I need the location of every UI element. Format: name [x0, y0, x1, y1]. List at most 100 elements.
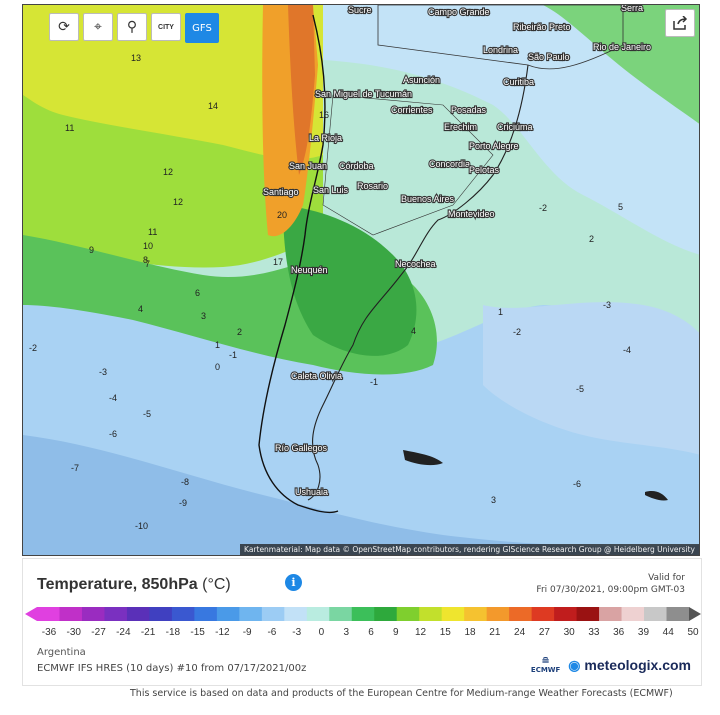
- model-switch-button[interactable]: GFS: [185, 13, 219, 43]
- scale-swatch: [37, 607, 60, 621]
- contour-value: 11: [148, 227, 157, 237]
- contour-value: 2: [589, 234, 594, 244]
- scale-tick: -3: [292, 627, 302, 638]
- contour-value: 16: [319, 110, 329, 120]
- scale-tick: -21: [140, 627, 156, 638]
- globe-icon: ◉: [568, 657, 581, 673]
- contour-value: -9: [179, 498, 187, 508]
- contour-value: 5: [618, 202, 623, 212]
- scale-swatch: [261, 607, 285, 621]
- contour-value: 7: [145, 259, 150, 269]
- city-label[interactable]: Necochea: [394, 258, 437, 270]
- scale-swatch: [284, 607, 308, 621]
- scale-swatch: [149, 607, 173, 621]
- scale-tick: 6: [368, 627, 374, 638]
- scale-swatch: [396, 607, 420, 621]
- city-label[interactable]: Río Gallegos: [274, 442, 329, 454]
- scale-arrow-right: [689, 607, 701, 621]
- city-label[interactable]: Ribeirão Preto: [512, 21, 572, 33]
- brand-text: meteologix.com: [584, 657, 691, 673]
- contour-value: 12: [163, 167, 173, 177]
- atlantic-coast: [307, 64, 529, 501]
- city-label[interactable]: Montevideo: [447, 208, 496, 220]
- city-label[interactable]: San Luis: [312, 184, 350, 196]
- city-label[interactable]: Caleta Olivia: [290, 370, 343, 382]
- city-label[interactable]: Sucre: [347, 5, 373, 16]
- city-label[interactable]: Erechim: [443, 121, 478, 133]
- dark-green-core: [283, 205, 417, 356]
- contour-value: -4: [623, 345, 631, 355]
- city-label[interactable]: Londrina: [482, 44, 519, 56]
- city-label[interactable]: Posadas: [450, 104, 488, 116]
- footer-note: This service is based on data and produc…: [130, 688, 673, 699]
- refresh-icon[interactable]: ⟳: [49, 13, 79, 41]
- scale-tick: 15: [439, 627, 451, 638]
- contour-value: -2: [513, 327, 521, 337]
- city-label[interactable]: Concordia: [428, 158, 471, 170]
- city-label[interactable]: Rio de Janeiro: [592, 41, 652, 53]
- city-label: CITY: [158, 23, 174, 31]
- scale-tick: 21: [489, 627, 501, 638]
- city-toggle-button[interactable]: CITY: [151, 13, 181, 41]
- scale-swatch: [531, 607, 555, 621]
- legend-title-text: Temperature, 850hPa: [37, 576, 198, 593]
- scale-swatch: [599, 607, 623, 621]
- map-pin-icon[interactable]: ⌖: [83, 13, 113, 41]
- city-label[interactable]: Asunción: [402, 74, 441, 86]
- scale-swatch: [59, 607, 83, 621]
- scale-tick: 9: [392, 627, 399, 638]
- contour-value: 6: [195, 288, 200, 298]
- city-label[interactable]: Ushuaia: [294, 486, 329, 498]
- city-label[interactable]: San Miguel de Tucumán: [314, 88, 413, 100]
- city-label[interactable]: Serra: [620, 5, 644, 14]
- contour-value: 11: [65, 123, 74, 133]
- logos: ≘ ECMWF ◉ meteologix.com: [530, 655, 691, 674]
- city-label[interactable]: Campo Grande: [427, 6, 491, 18]
- contour-value: 14: [208, 101, 218, 111]
- contour-value: 4: [411, 326, 416, 336]
- chile-coast: [258, 14, 339, 514]
- scale-swatch: [486, 607, 510, 621]
- meteologix-logo[interactable]: ◉ meteologix.com: [568, 657, 691, 674]
- city-label[interactable]: San Juan: [288, 160, 328, 172]
- city-label[interactable]: Neuquén: [290, 264, 329, 276]
- contour-value: -3: [603, 300, 611, 310]
- scale-arrow-left: [25, 607, 37, 621]
- contour-value: -5: [576, 384, 584, 394]
- city-label[interactable]: Santiago: [262, 186, 300, 198]
- zoom-icon[interactable]: ⚲: [117, 13, 147, 41]
- info-icon[interactable]: i: [285, 574, 302, 591]
- contour-value: -7: [71, 463, 79, 473]
- ecmwf-logo: ≘ ECMWF: [530, 655, 561, 674]
- scale-tick: -6: [267, 627, 277, 638]
- valid-time: Valid for Fri 07/30/2021, 09:00pm GMT-03: [536, 572, 685, 596]
- city-label[interactable]: La Rioja: [308, 132, 343, 144]
- city-label[interactable]: Rosario: [356, 180, 389, 192]
- scale-swatch: [621, 607, 645, 621]
- city-labels: Sucre Campo Grande Ribeirão Preto Serra Lond…: [262, 5, 652, 498]
- northeast-green-field: [323, 5, 699, 124]
- contour-value: 2: [237, 327, 242, 337]
- city-label[interactable]: São Paulo: [527, 51, 571, 63]
- scale-tick: 30: [563, 627, 575, 638]
- share-icon[interactable]: [665, 9, 695, 37]
- contour-value: 13: [131, 53, 141, 63]
- city-label[interactable]: Corrientes: [390, 104, 434, 116]
- scale-swatch: [351, 607, 375, 621]
- contour-value: 4: [138, 304, 143, 314]
- ecmwf-logo-text: ECMWF: [530, 665, 561, 674]
- scale-tick: 12: [414, 627, 427, 638]
- contour-value: -1: [229, 350, 237, 360]
- scale-swatch: [126, 607, 150, 621]
- weather-map[interactable]: 13 14 11 12 12 11 10 9 8 7 6 4 3 2 1 0 -1 -2 -3 -4 -5 -6 -7 -8-…: [22, 4, 700, 556]
- scale-tick: -9: [242, 627, 252, 638]
- scale-swatch: [644, 607, 668, 621]
- map-canvas[interactable]: 13141112121110987643210-1-2-3-4-5-6-7-8-…: [23, 5, 700, 556]
- city-label[interactable]: Buenos Aires: [400, 193, 456, 205]
- city-label[interactable]: Criciúma: [496, 121, 534, 133]
- contour-value: 3: [491, 495, 496, 505]
- city-label[interactable]: Curitiba: [502, 76, 535, 88]
- city-label[interactable]: Porto Alegre: [468, 140, 520, 152]
- city-label[interactable]: Córdoba: [338, 160, 375, 172]
- city-label[interactable]: Pelotas: [468, 164, 501, 176]
